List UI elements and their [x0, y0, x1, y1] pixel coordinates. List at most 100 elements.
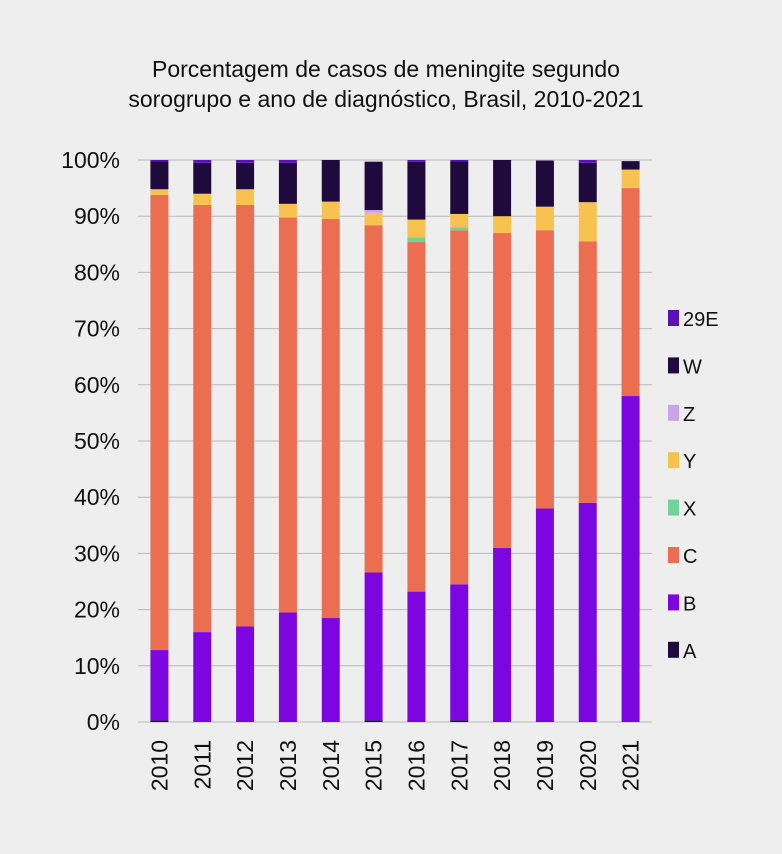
bar-segment-z-2015 [364, 210, 383, 213]
bar-segment-w-2020 [578, 162, 597, 203]
bar-segment-c-2016 [407, 242, 426, 592]
bar-segment-c-2015 [364, 225, 383, 573]
bar-segment-b-2016 [407, 591, 426, 722]
bar-segment-y-2012 [236, 189, 255, 205]
x-tick-label: 2011 [189, 740, 215, 789]
legend-label-c: C [683, 546, 697, 568]
y-tick-label: 80% [74, 259, 120, 285]
legend-label-y: Y [683, 451, 696, 473]
bar-segment-w-2019 [535, 160, 554, 207]
chart-title-line-1: Porcentagem de casos de meningite segund… [152, 56, 620, 82]
chart-title: Porcentagem de casos de meningite segund… [128, 56, 643, 112]
legend-swatch-y [668, 452, 679, 469]
y-grid [138, 159, 652, 723]
legend-label-29e: 29E [683, 309, 719, 331]
bar-segment-b-2013 [278, 612, 297, 722]
bar-segment-y-2016 [407, 219, 426, 238]
legend-label-z: Z [683, 404, 695, 426]
bar-segment-a-2017 [450, 720, 469, 722]
x-tick-label: 2012 [232, 740, 258, 791]
bar-segment-x-2016 [407, 237, 426, 243]
bar-segment-w-2016 [407, 161, 426, 220]
bar-segment-c-2021 [621, 188, 640, 397]
bar-segment-a-2015 [364, 720, 383, 722]
bar-segment-b-2018 [493, 547, 512, 722]
legend-swatch-z [668, 404, 679, 421]
bar-segment-y-2011 [193, 193, 212, 205]
legend-label-w: W [683, 356, 702, 378]
bar-segment-b-2019 [535, 508, 554, 722]
chart-title-line-2: sorogrupo e ano de diagnóstico, Brasil, … [128, 86, 643, 112]
bar-segment-b-2017 [450, 584, 469, 721]
bar-stacks [150, 160, 640, 722]
legend: 29E W Z Y X C B A [668, 309, 719, 663]
x-tick-label: 2021 [618, 740, 644, 791]
bar-segment-y-2021 [621, 169, 640, 189]
bar-segment-29e-2011 [193, 160, 212, 163]
bar-segment-y-2014 [321, 201, 340, 220]
bar-segment-a-2010 [150, 720, 169, 722]
bar-segment-w-2021 [621, 161, 640, 170]
x-tick-label: 2013 [275, 740, 301, 791]
x-tick-label: 2016 [403, 740, 429, 791]
x-tick-label: 2017 [446, 740, 472, 791]
x-tick-label: 2010 [146, 740, 172, 791]
legend-swatch-x [668, 499, 679, 516]
bar-segment-b-2015 [364, 572, 383, 721]
y-tick-label: 10% [74, 653, 120, 679]
y-tick-label: 70% [74, 316, 120, 342]
bar-segment-c-2012 [236, 204, 255, 627]
bar-segment-29e-2016 [407, 160, 426, 162]
legend-swatch-a [668, 641, 679, 658]
y-tick-label: 20% [74, 597, 120, 623]
bar-segment-b-2010 [150, 650, 169, 721]
bar-segment-c-2018 [493, 233, 512, 548]
y-tick-label: 50% [74, 428, 120, 454]
bar-segment-c-2010 [150, 194, 169, 651]
bar-segment-b-2012 [236, 626, 255, 722]
bar-segment-y-2020 [578, 202, 597, 242]
bar-segment-y-2017 [450, 213, 469, 228]
legend-label-b: B [683, 593, 696, 615]
bar-segment-y-2013 [278, 203, 297, 218]
bar-segment-w-2015 [364, 161, 383, 211]
legend-label-a: A [683, 641, 697, 663]
y-tick-label: 0% [87, 709, 120, 735]
bar-segment-b-2020 [578, 502, 597, 722]
bar-segment-c-2014 [321, 219, 340, 619]
bar-segment-y-2015 [364, 212, 383, 226]
x-tick-label: 2018 [489, 740, 515, 791]
y-tick-label: 100% [61, 147, 120, 173]
bar-segment-w-2011 [193, 162, 212, 194]
y-tick-label: 60% [74, 372, 120, 398]
y-axis-ticks: 0% 10% 20% 30% 40% 50% 60% 70% 80% 90% 100% [61, 147, 120, 735]
legend-label-x: X [683, 499, 696, 521]
legend-swatch-29e [668, 310, 679, 326]
x-tick-label: 2014 [318, 740, 344, 791]
legend-swatch-b [668, 594, 679, 611]
bar-segment-c-2020 [578, 241, 597, 503]
bar-segment-c-2011 [193, 204, 212, 633]
bar-segment-b-2011 [193, 632, 212, 722]
x-tick-label: 2015 [361, 740, 387, 791]
y-tick-label: 30% [74, 540, 120, 566]
bar-segment-w-2017 [450, 161, 469, 214]
bar-segment-y-2018 [493, 216, 512, 234]
bar-segment-b-2021 [621, 396, 640, 722]
bar-segment-w-2012 [236, 162, 255, 190]
bar-segment-29e-2020 [578, 160, 597, 163]
legend-swatch-w [668, 357, 679, 374]
x-tick-label: 2019 [532, 740, 558, 791]
bar-segment-w-2010 [150, 161, 169, 190]
bar-segment-29e-2012 [236, 160, 255, 163]
bar-segment-x-2017 [450, 227, 469, 231]
bar-segment-29e-2013 [278, 160, 297, 163]
y-tick-label: 90% [74, 203, 120, 229]
bar-segment-w-2014 [321, 160, 340, 202]
bar-segment-29e-2017 [450, 160, 469, 162]
bar-segment-c-2017 [450, 230, 469, 585]
x-tick-label: 2020 [575, 740, 601, 791]
y-tick-label: 40% [74, 484, 120, 510]
bar-segment-w-2013 [278, 162, 297, 204]
